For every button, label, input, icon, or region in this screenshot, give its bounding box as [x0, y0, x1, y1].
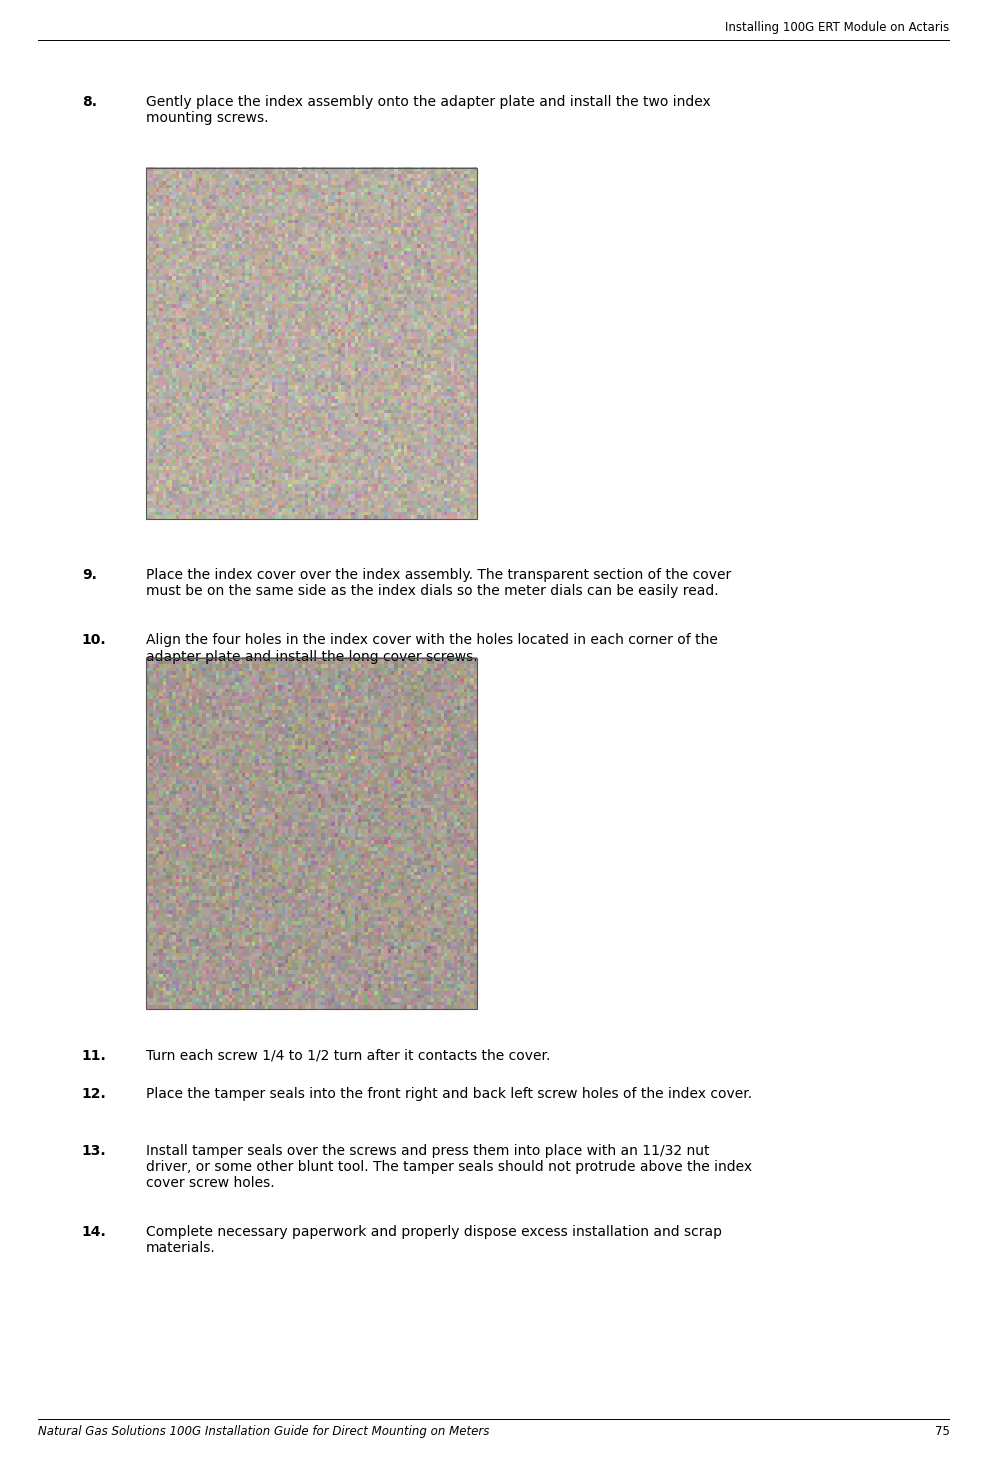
Text: Turn each screw 1/4 to 1/2 turn after it contacts the cover.: Turn each screw 1/4 to 1/2 turn after it… [146, 1049, 550, 1064]
Text: Align the four holes in the index cover with the holes located in each corner of: Align the four holes in the index cover … [146, 633, 717, 664]
Text: 10.: 10. [82, 633, 106, 648]
Text: 14.: 14. [82, 1225, 106, 1239]
Bar [146, 658, 476, 1009]
Text: Place the index cover over the index assembly. The transparent section of the co: Place the index cover over the index ass… [146, 568, 731, 598]
Text: Gently place the index assembly onto the adapter plate and install the two index: Gently place the index assembly onto the… [146, 95, 710, 126]
Text: Complete necessary paperwork and properly dispose excess installation and scrap
: Complete necessary paperwork and properl… [146, 1225, 722, 1255]
Text: 13.: 13. [82, 1144, 106, 1159]
Text: Place the tamper seals into the front right and back left screw holes of the ind: Place the tamper seals into the front ri… [146, 1087, 751, 1102]
Text: Install tamper seals over the screws and press them into place with an 11/32 nut: Install tamper seals over the screws and… [146, 1144, 751, 1191]
Text: 8.: 8. [82, 95, 97, 110]
Text: Natural Gas Solutions 100G Installation Guide for Direct Mounting on Meters: Natural Gas Solutions 100G Installation … [37, 1425, 488, 1438]
Text: 11.: 11. [82, 1049, 106, 1064]
Text: 9.: 9. [82, 568, 97, 582]
Text: 75: 75 [934, 1425, 949, 1438]
Text: Installing 100G ERT Module on Actaris: Installing 100G ERT Module on Actaris [725, 20, 949, 34]
Text: 12.: 12. [82, 1087, 106, 1102]
Bar [146, 168, 476, 519]
